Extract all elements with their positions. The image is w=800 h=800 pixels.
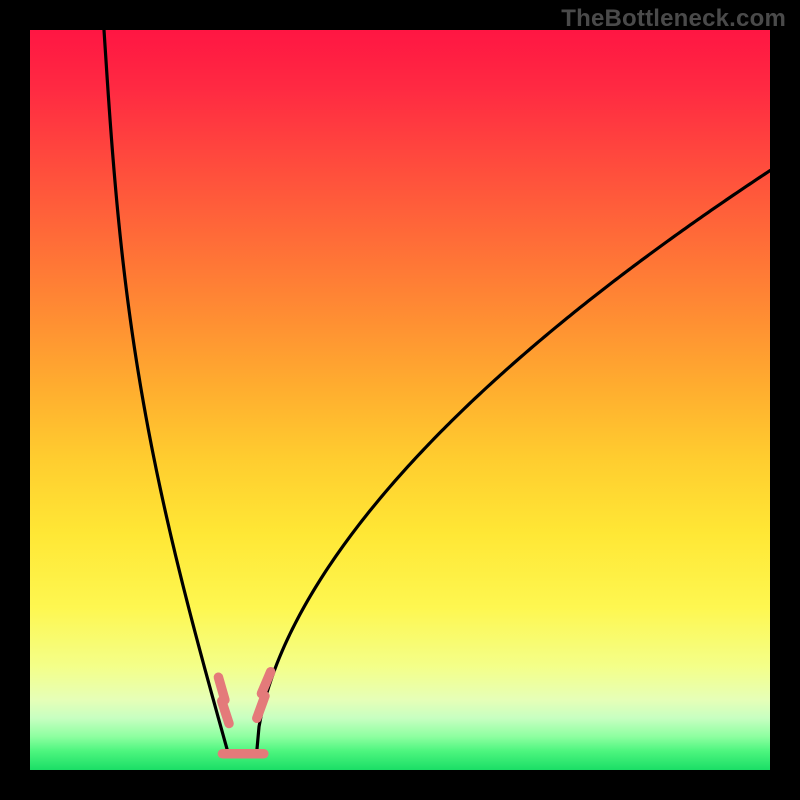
plot-container: [30, 30, 770, 770]
watermark-text: TheBottleneck.com: [561, 5, 786, 33]
plot-svg: [30, 30, 770, 770]
